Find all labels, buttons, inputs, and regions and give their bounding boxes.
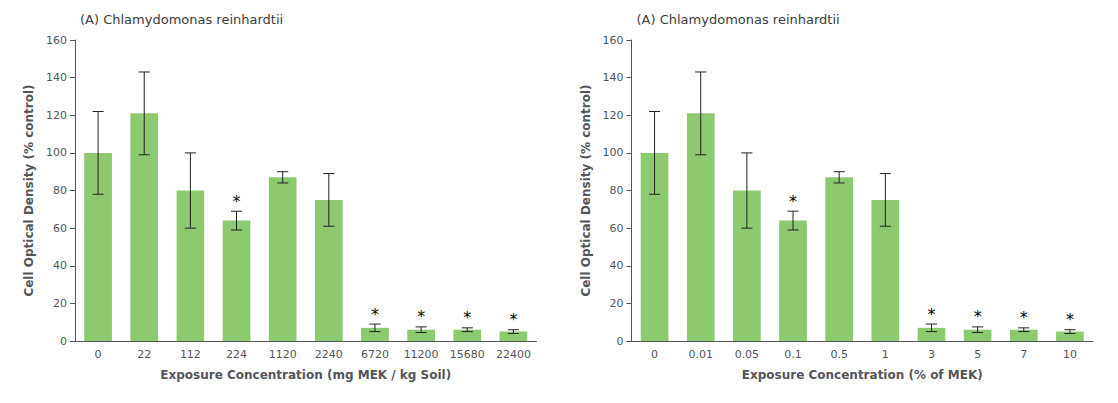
svg-text:0.1: 0.1 [784, 348, 802, 361]
svg-text:6720: 6720 [361, 348, 389, 361]
svg-text:Cell Optical Density (% contro: Cell Optical Density (% control) [579, 84, 593, 296]
svg-text:160: 160 [603, 34, 624, 47]
svg-text:0: 0 [60, 335, 67, 348]
svg-text:60: 60 [53, 222, 67, 235]
svg-text:20: 20 [53, 297, 67, 310]
svg-text:0.05: 0.05 [735, 348, 760, 361]
svg-text:0.5: 0.5 [830, 348, 848, 361]
svg-text:0: 0 [95, 348, 102, 361]
svg-text:140: 140 [603, 71, 624, 84]
svg-text:1: 1 [882, 348, 889, 361]
svg-text:2240: 2240 [315, 348, 343, 361]
svg-text:Exposure Concentration (% of M: Exposure Concentration (% of MEK) [742, 368, 983, 382]
svg-text:40: 40 [610, 259, 624, 272]
svg-text:7: 7 [1020, 348, 1027, 361]
svg-text:Exposure Concentration (mg MEK: Exposure Concentration (mg MEK / kg Soil… [160, 368, 451, 382]
svg-text:112: 112 [180, 348, 201, 361]
svg-text:224: 224 [226, 348, 247, 361]
svg-text:15680: 15680 [450, 348, 485, 361]
svg-text:Cell Optical Density (% contro: Cell Optical Density (% control) [22, 84, 36, 296]
svg-text:*: * [1020, 308, 1028, 327]
svg-text:*: * [417, 307, 425, 326]
svg-text:22: 22 [137, 348, 151, 361]
svg-text:(A) Chlamydomonas reinhardtii: (A) Chlamydomonas reinhardtii [637, 12, 840, 27]
svg-text:*: * [1066, 310, 1074, 329]
svg-text:80: 80 [53, 184, 67, 197]
svg-text:*: * [233, 192, 241, 211]
svg-text:0: 0 [651, 348, 658, 361]
svg-text:0: 0 [617, 335, 624, 348]
svg-text:160: 160 [46, 34, 67, 47]
svg-text:*: * [927, 305, 935, 324]
svg-text:*: * [371, 305, 379, 324]
svg-text:100: 100 [603, 146, 624, 159]
svg-text:22400: 22400 [496, 348, 531, 361]
svg-text:80: 80 [610, 184, 624, 197]
svg-text:120: 120 [603, 109, 624, 122]
svg-text:*: * [974, 307, 982, 326]
svg-text:*: * [509, 310, 517, 329]
svg-text:11200: 11200 [404, 348, 439, 361]
svg-text:5: 5 [974, 348, 981, 361]
svg-text:100: 100 [46, 146, 67, 159]
svg-text:40: 40 [53, 259, 67, 272]
svg-text:*: * [463, 308, 471, 327]
svg-text:10: 10 [1063, 348, 1077, 361]
svg-text:(A) Chlamydomonas reinhardtii: (A) Chlamydomonas reinhardtii [80, 12, 283, 27]
svg-text:140: 140 [46, 71, 67, 84]
svg-text:20: 20 [610, 297, 624, 310]
svg-text:120: 120 [46, 109, 67, 122]
svg-text:60: 60 [610, 222, 624, 235]
svg-text:1120: 1120 [269, 348, 297, 361]
svg-text:*: * [789, 192, 797, 211]
svg-text:0.01: 0.01 [688, 348, 713, 361]
svg-text:3: 3 [928, 348, 935, 361]
